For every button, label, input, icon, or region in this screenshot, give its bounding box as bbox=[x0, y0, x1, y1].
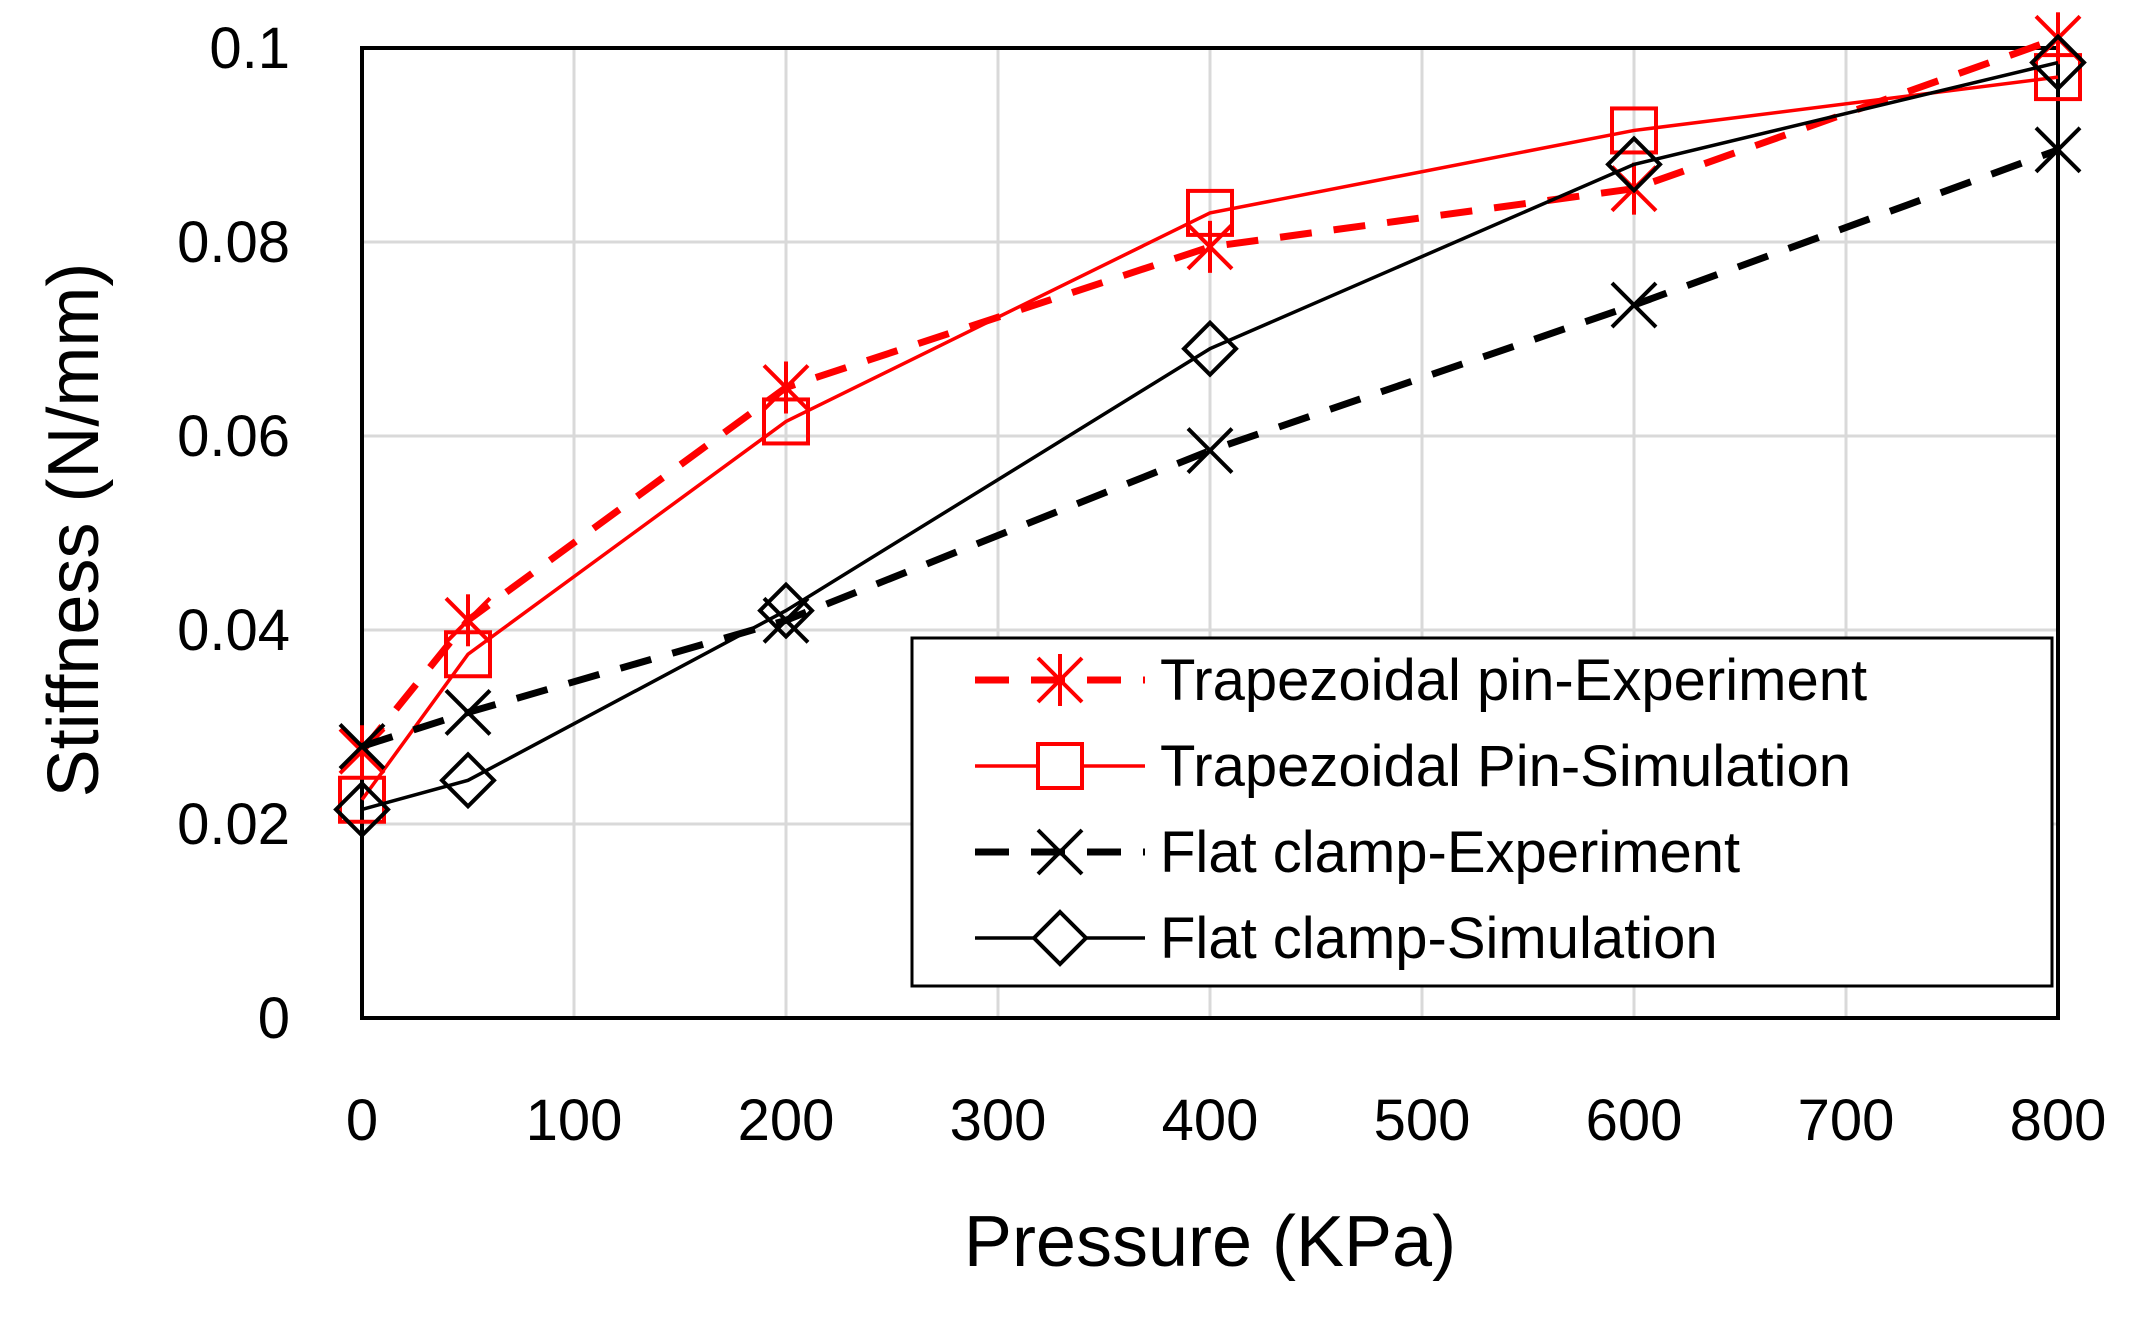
data-point bbox=[1186, 427, 1234, 474]
y-tick-label: 0 bbox=[258, 986, 290, 1051]
data-point bbox=[1610, 281, 1658, 329]
plot-area-frame bbox=[360, 46, 2060, 1020]
legend-label: Flat clamp-Simulation bbox=[1160, 906, 1718, 971]
legend-marker bbox=[1036, 742, 1084, 790]
x-tick-label: 0 bbox=[346, 1088, 378, 1153]
x-tick-label: 500 bbox=[1374, 1088, 1471, 1153]
y-tick-label: 0.08 bbox=[177, 210, 290, 275]
data-point bbox=[444, 689, 492, 736]
series-flat-clamp-experiment bbox=[338, 126, 2082, 770]
data-point bbox=[1186, 188, 1234, 237]
legend-label: Trapezoidal Pin-Simulation bbox=[1160, 734, 1851, 799]
y-axis-ticks: 0 0.02 0.04 0.06 0.08 0.1 bbox=[177, 16, 290, 1051]
data-point bbox=[439, 751, 497, 810]
data-point bbox=[333, 780, 391, 839]
x-tick-label: 400 bbox=[1162, 1088, 1259, 1153]
data-point bbox=[444, 630, 492, 679]
legend: Trapezoidal pin-Experiment Trapezoidal Pi… bbox=[910, 636, 2054, 988]
series-flat-clamp-simulation bbox=[333, 33, 2087, 839]
legend-label: Trapezoidal pin-Experiment bbox=[1160, 648, 1867, 713]
data-point bbox=[1605, 135, 1663, 194]
y-axis-title: Stiffness (N/mm) bbox=[34, 263, 114, 798]
y-tick-label: 0.06 bbox=[177, 404, 290, 469]
series-line bbox=[360, 146, 2060, 750]
legend-item: Flat clamp-Simulation bbox=[975, 906, 1718, 971]
data-point bbox=[2029, 33, 2087, 92]
x-axis-ticks: 0 100 200 300 400 500 600 700 800 bbox=[346, 1088, 2107, 1153]
legend-marker bbox=[1031, 909, 1089, 967]
data-point bbox=[338, 725, 386, 778]
data-point bbox=[2034, 126, 2082, 174]
x-tick-label: 300 bbox=[950, 1088, 1047, 1153]
series-layer bbox=[333, 12, 2087, 839]
data-point bbox=[757, 581, 815, 640]
data-point bbox=[762, 361, 810, 414]
data-point bbox=[2034, 53, 2082, 102]
x-tick-label: 800 bbox=[2010, 1088, 2107, 1153]
data-point bbox=[1181, 319, 1239, 378]
legend-item: Trapezoidal pin-Experiment bbox=[975, 648, 1867, 713]
data-point bbox=[444, 594, 492, 647]
data-point bbox=[762, 397, 810, 446]
legend-marker bbox=[1036, 828, 1084, 876]
legend-item: Trapezoidal Pin-Simulation bbox=[975, 734, 1851, 799]
data-point bbox=[1186, 220, 1234, 273]
legend-box bbox=[910, 636, 2054, 988]
series-line bbox=[361, 60, 2059, 812]
y-tick-label: 0.1 bbox=[209, 16, 290, 81]
data-point bbox=[1610, 106, 1658, 155]
x-tick-label: 600 bbox=[1586, 1088, 1683, 1153]
y-tick-label: 0.02 bbox=[177, 792, 290, 857]
data-point bbox=[338, 722, 386, 770]
series-line bbox=[360, 75, 2059, 801]
data-point bbox=[762, 596, 810, 644]
x-tick-label: 200 bbox=[738, 1088, 835, 1153]
legend-item: Flat clamp-Experiment bbox=[975, 820, 1740, 885]
x-tick-label: 700 bbox=[1798, 1088, 1895, 1153]
data-point bbox=[338, 775, 386, 824]
legend-marker bbox=[1036, 654, 1084, 706]
y-tick-label: 0.04 bbox=[177, 598, 290, 663]
series-trapezoidal-pin-simulation bbox=[338, 53, 2082, 824]
legend-label: Flat clamp-Experiment bbox=[1160, 820, 1740, 885]
x-tick-label: 100 bbox=[526, 1088, 623, 1153]
x-axis-title: Pressure (KPa) bbox=[964, 1202, 1456, 1282]
